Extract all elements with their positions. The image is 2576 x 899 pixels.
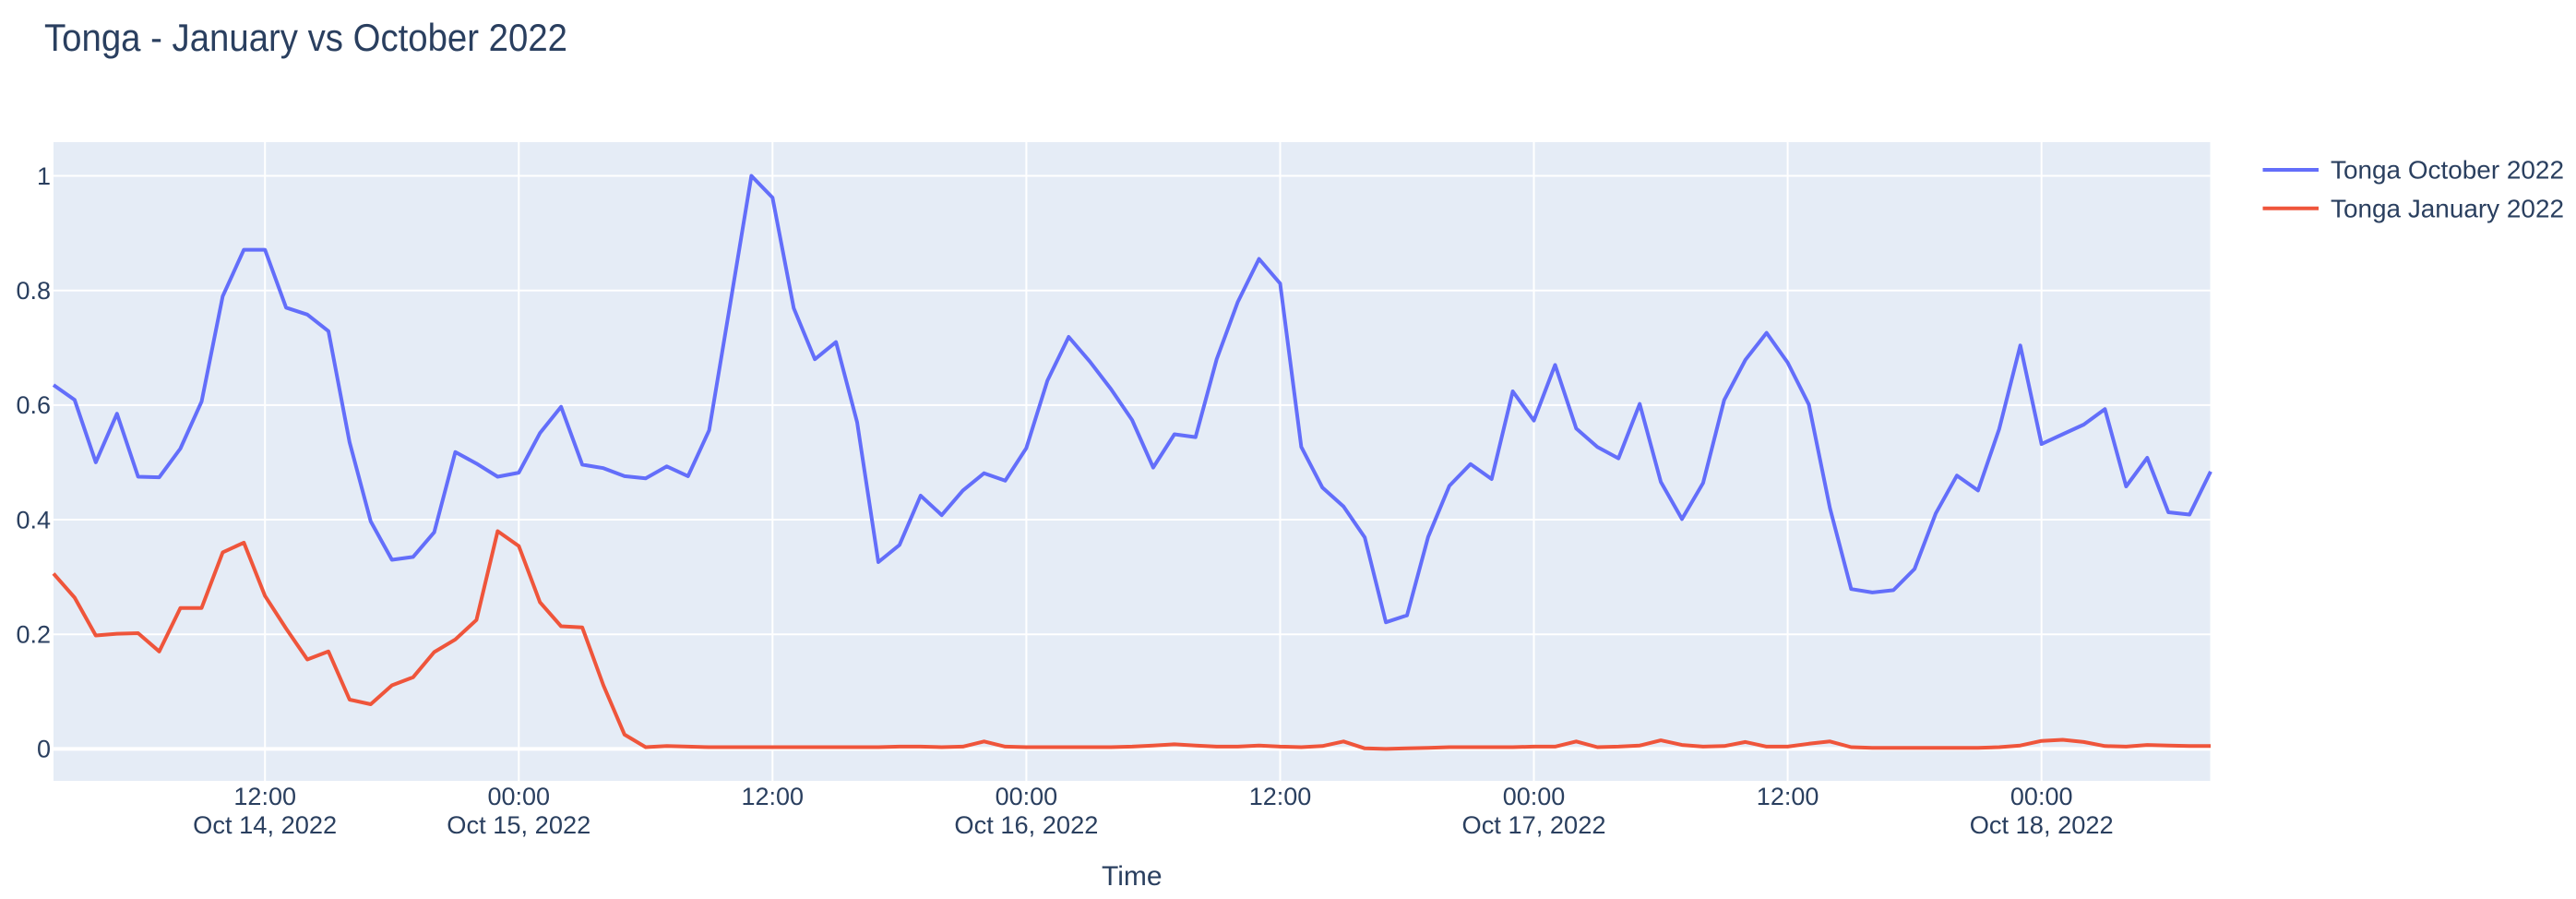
svg-text:12:00: 12:00: [742, 783, 805, 810]
svg-text:Tonga October 2022: Tonga October 2022: [2331, 156, 2564, 185]
svg-text:0.4: 0.4: [16, 506, 51, 533]
svg-text:0: 0: [37, 736, 51, 763]
svg-text:12:00: 12:00: [1757, 783, 1819, 810]
svg-text:00:00: 00:00: [2010, 783, 2073, 810]
svg-text:00:00: 00:00: [488, 783, 551, 810]
svg-text:Oct 15, 2022: Oct 15, 2022: [447, 811, 590, 839]
svg-text:12:00: 12:00: [1249, 783, 1312, 810]
svg-text:Oct 14, 2022: Oct 14, 2022: [193, 811, 337, 839]
svg-text:Tonga - January vs October 202: Tonga - January vs October 2022: [44, 16, 567, 59]
svg-text:Oct 18, 2022: Oct 18, 2022: [1970, 811, 2114, 839]
svg-text:12:00: 12:00: [233, 783, 296, 810]
svg-text:0.8: 0.8: [16, 277, 51, 305]
svg-text:0.6: 0.6: [16, 391, 51, 419]
svg-text:Oct 16, 2022: Oct 16, 2022: [954, 811, 1098, 839]
svg-text:0.2: 0.2: [16, 621, 51, 649]
svg-text:Oct 17, 2022: Oct 17, 2022: [1462, 811, 1606, 839]
svg-text:1: 1: [37, 162, 51, 190]
svg-text:00:00: 00:00: [1503, 783, 1566, 810]
svg-text:00:00: 00:00: [996, 783, 1058, 810]
svg-text:Tonga January 2022: Tonga January 2022: [2331, 194, 2564, 222]
svg-text:Time: Time: [1102, 861, 1163, 892]
